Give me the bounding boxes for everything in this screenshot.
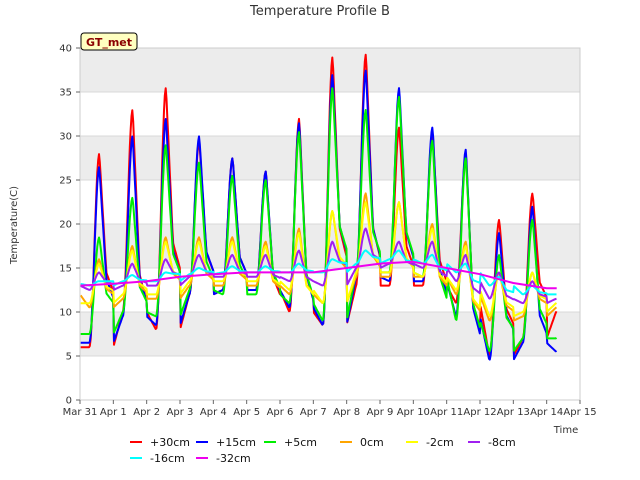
series-line-+5cm [80, 87, 558, 352]
legend: +30cm +15cm +5cm 0cm -2cm -8cm -16cm -32cm [130, 436, 516, 465]
legend-item--16cm: -16cm [130, 452, 185, 465]
x-tick-label: Apr 13 [497, 407, 530, 418]
legend-item-+30cm: +30cm [130, 436, 190, 449]
badge-box [80, 32, 138, 51]
x-tick-labels: Mar 31 Apr 1 Apr 2 Apr 3 Apr 4 Apr 5 Apr 6 Apr … [63, 407, 597, 418]
y-tick-label: 15 [59, 264, 72, 275]
y-tick-label: 35 [59, 88, 72, 99]
x-tick-label: Apr 12 [463, 407, 496, 418]
y-tick-label: 40 [59, 44, 72, 55]
y-tick-labels: 0 5 10 15 20 25 30 35 40 [59, 44, 72, 407]
legend-item-+5cm: +5cm [264, 436, 317, 449]
legend-item-0cm: 0cm [340, 436, 384, 449]
x-tick-label: Apr 15 [563, 407, 596, 418]
station-badge: GT_met [80, 32, 138, 51]
x-tick-label: Apr 4 [200, 407, 227, 418]
x-tick-label: Apr 8 [333, 407, 360, 418]
x-tick-label: Apr 14 [530, 407, 563, 418]
x-tick-label: Apr 9 [367, 407, 394, 418]
legend-item--8cm: -8cm [468, 436, 516, 449]
legend-label: -16cm [150, 452, 185, 465]
x-tick-label: Apr 11 [430, 407, 463, 418]
axes [76, 47, 581, 404]
chart-title: Temperature Profile B [249, 4, 390, 19]
y-axis-label: Temperature(C) [9, 186, 20, 265]
x-tick-label: Apr 3 [167, 407, 194, 418]
x-tick-label: Apr 5 [233, 407, 260, 418]
y-tick-label: 10 [59, 308, 72, 319]
y-tick-label: 0 [66, 396, 72, 407]
y-tick-label: 30 [59, 132, 72, 143]
legend-label: +5cm [284, 436, 317, 449]
series-line--32cm [79, 260, 557, 290]
x-tick-label: Apr 1 [100, 407, 127, 418]
x-axis-label: Time [553, 425, 578, 436]
plot-band [80, 312, 580, 356]
legend-label: 0cm [360, 436, 384, 449]
x-tick-label: Apr 6 [267, 407, 294, 418]
y-tick-label: 25 [59, 176, 72, 187]
legend-label: -32cm [216, 452, 251, 465]
x-tick-label: Mar 31 [63, 407, 98, 418]
badge-label: GT_met [86, 36, 132, 49]
x-tick-label: Apr 10 [397, 407, 430, 418]
legend-label: +30cm [150, 436, 190, 449]
legend-label: -2cm [426, 436, 454, 449]
y-tick-label: 20 [59, 220, 72, 231]
legend-label: -8cm [488, 436, 516, 449]
legend-item--32cm: -32cm [196, 452, 251, 465]
x-tick-label: Apr 2 [133, 407, 160, 418]
y-tick-label: 5 [66, 352, 72, 363]
legend-label: +15cm [216, 436, 256, 449]
x-tick-label: Apr 7 [300, 407, 327, 418]
series-line--8cm [80, 227, 557, 305]
legend-item--2cm: -2cm [406, 436, 454, 449]
series-lines [79, 53, 558, 361]
legend-item-+15cm: +15cm [196, 436, 256, 449]
